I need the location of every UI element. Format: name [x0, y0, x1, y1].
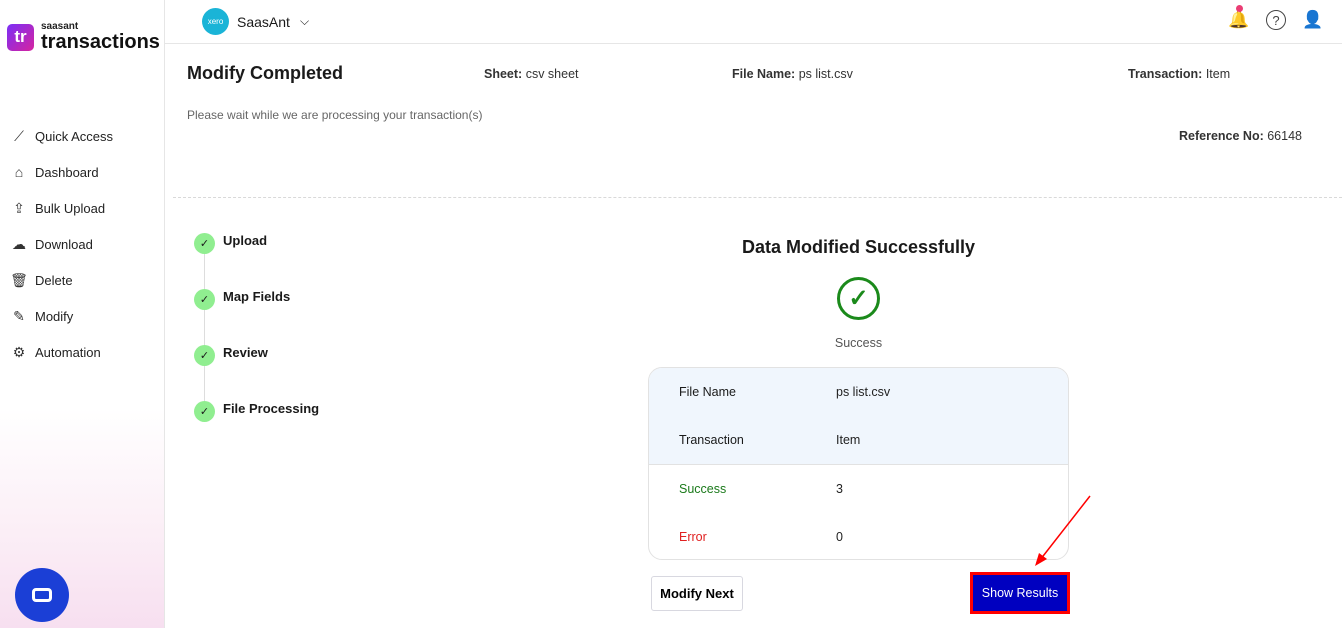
sidebar-item-label: Bulk Upload	[35, 200, 106, 216]
sidebar-item-label: Modify	[35, 308, 74, 324]
org-name: SaasAnt	[237, 13, 290, 30]
chat-icon	[32, 588, 52, 602]
org-switcher[interactable]: xero SaasAnt ⌵	[202, 8, 309, 35]
sidebar-item-delete[interactable]: 🗑 Delete	[0, 262, 164, 298]
help-icon[interactable]: ?	[1266, 10, 1286, 30]
bell-icon[interactable]: 🔔	[1228, 5, 1250, 31]
sidebar-item-label: Automation	[35, 344, 101, 360]
progress-steps: ✓ Upload ✓ Map Fields ✓ Review ✓ File Proces…	[194, 233, 319, 458]
topbar: xero SaasAnt ⌵ 🔔 ? 👤	[165, 0, 1342, 44]
logo-mark: tr	[7, 23, 34, 51]
notification-dot	[1236, 5, 1243, 12]
summary-row-file-name: File Name ps list.csv	[679, 385, 891, 399]
sidebar-item-label: Dashboard	[35, 164, 99, 180]
sheet-info: Sheet: csv sheet	[484, 67, 579, 81]
summary-row-success: Success 3	[679, 482, 843, 496]
trash-icon: 🗑	[10, 271, 28, 288]
logo-product: transactions	[41, 31, 160, 53]
home-icon: ⌂	[14, 164, 24, 180]
cloud-download-icon: ☁	[12, 235, 26, 252]
step-file-processing: ✓ File Processing	[194, 401, 319, 458]
logo-brand: saasant	[41, 21, 79, 32]
step-review: ✓ Review	[194, 345, 319, 402]
processing-message: Please wait while we are processing your…	[187, 108, 483, 122]
success-check-icon: ✓	[837, 277, 880, 320]
xero-logo: xero	[202, 8, 229, 35]
step-upload: ✓ Upload	[194, 233, 319, 290]
sidebar-item-dashboard[interactable]: ⌂ Dashboard	[0, 154, 164, 190]
edit-file-icon: ✎	[13, 307, 25, 324]
transaction-info: Transaction: Item	[1128, 67, 1231, 81]
result-heading: Data Modified Successfully	[741, 237, 976, 257]
sidebar-nav: ⟋ Quick Access ⌂ Dashboard ⇪ Bulk Upload ☁ D…	[0, 118, 164, 370]
sidebar-item-automation[interactable]: ⚙ Automation	[0, 334, 164, 370]
upload-icon: ⇪	[13, 199, 25, 216]
annotation-arrow	[1035, 495, 1091, 566]
show-results-button[interactable]: Show Results	[970, 572, 1070, 614]
summary-row-error: Error 0	[679, 530, 843, 544]
chevron-down-icon: ⌵	[299, 14, 310, 28]
logo[interactable]: tr saasant transactions	[7, 22, 160, 52]
sidebar-item-label: Delete	[35, 272, 73, 288]
file-info: File Name: ps list.csv	[732, 67, 853, 81]
result-status: Success	[834, 336, 883, 350]
summary-row-transaction: Transaction Item	[679, 433, 861, 447]
user-settings-icon[interactable]: 👤	[1302, 10, 1324, 29]
sidebar-item-quick-access[interactable]: ⟋ Quick Access	[0, 118, 164, 154]
page-title: Modify Completed	[187, 63, 343, 83]
check-icon: ✓	[194, 401, 215, 422]
check-icon: ✓	[194, 233, 215, 254]
sidebar-item-label: Quick Access	[35, 128, 114, 144]
reference-number: Reference No: 66148	[1179, 129, 1302, 143]
gears-icon: ⚙	[12, 343, 26, 360]
chat-button[interactable]	[15, 568, 69, 622]
sidebar-item-modify[interactable]: ✎ Modify	[0, 298, 164, 334]
divider	[173, 197, 1342, 198]
modify-next-button[interactable]: Modify Next	[651, 576, 743, 611]
check-icon: ✓	[194, 289, 215, 310]
chart-line-icon: ⟋	[14, 127, 24, 144]
sidebar-item-label: Download	[35, 236, 93, 252]
sidebar: tr saasant transactions ⟋ Quick Access ⌂ Da…	[0, 0, 165, 628]
step-map-fields: ✓ Map Fields	[194, 289, 319, 346]
check-icon: ✓	[194, 345, 215, 366]
result-summary-card: File Name ps list.csv Transaction Item Suc…	[648, 367, 1069, 560]
sidebar-item-download[interactable]: ☁ Download	[0, 226, 164, 262]
sidebar-item-bulk-upload[interactable]: ⇪ Bulk Upload	[0, 190, 164, 226]
step-connector	[204, 246, 205, 416]
